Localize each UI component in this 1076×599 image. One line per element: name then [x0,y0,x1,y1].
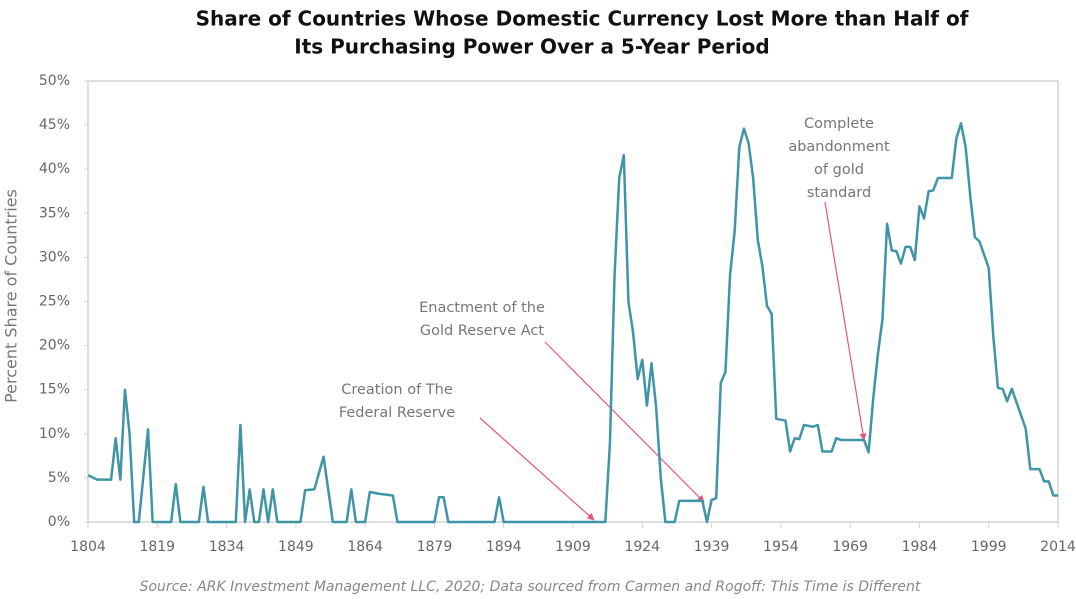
y-tick-label: 30% [39,249,70,265]
y-tick-label: 0% [48,514,70,530]
plot-frame [87,80,1059,523]
x-tick-label: 1969 [832,539,868,555]
x-tick-label: 1834 [209,539,245,555]
y-tick-label: 20% [39,338,70,354]
y-tick-label: 15% [39,382,70,398]
annotation: abandonment [788,139,890,155]
arrow [824,201,867,441]
x-tick-label: 1924 [624,539,660,555]
y-tick-label: 10% [39,426,70,442]
x-tick-label: 1819 [139,539,175,555]
x-tick-label: 1879 [417,539,453,555]
y-tick-label: 50% [39,73,70,89]
annotation: Enactment of the [419,300,545,316]
annotation: Creation of The [341,382,453,398]
x-tick-label: 1849 [278,539,314,555]
y-tick-label: 35% [39,205,70,221]
annotation: Federal Reserve [339,405,455,421]
x-tick-label: 2014 [1040,539,1076,555]
annotation: Gold Reserve Act [420,323,544,339]
x-tick-label: 1894 [486,539,522,555]
arrow [544,341,705,503]
data-line [87,122,1058,524]
chart-title: Share of Countries Whose Domestic Curren… [196,7,969,31]
x-tick-label: 1984 [902,539,938,555]
x-tick-label: 1939 [694,539,730,555]
y-tick-label: 45% [39,117,70,133]
y-axis-label: Percent Share of Countries [2,189,21,403]
y-tick-label: 25% [39,294,70,310]
annotation: standard [807,185,871,201]
x-tick-label: 1864 [347,539,383,555]
chart-title: Its Purchasing Power Over a 5-Year Perio… [294,35,769,59]
x-tick-label: 1954 [763,539,799,555]
arrow [479,417,595,521]
source: Source: ARK Investment Management LLC, 2… [140,579,921,595]
y-tick-label: 40% [39,161,70,177]
annotation: of gold [814,162,864,178]
x-tick-label: 1999 [971,539,1007,555]
x-tick-label: 1804 [70,539,106,555]
annotation: Complete [804,116,874,132]
y-tick-label: 5% [48,470,70,486]
x-tick-label: 1909 [555,539,591,555]
